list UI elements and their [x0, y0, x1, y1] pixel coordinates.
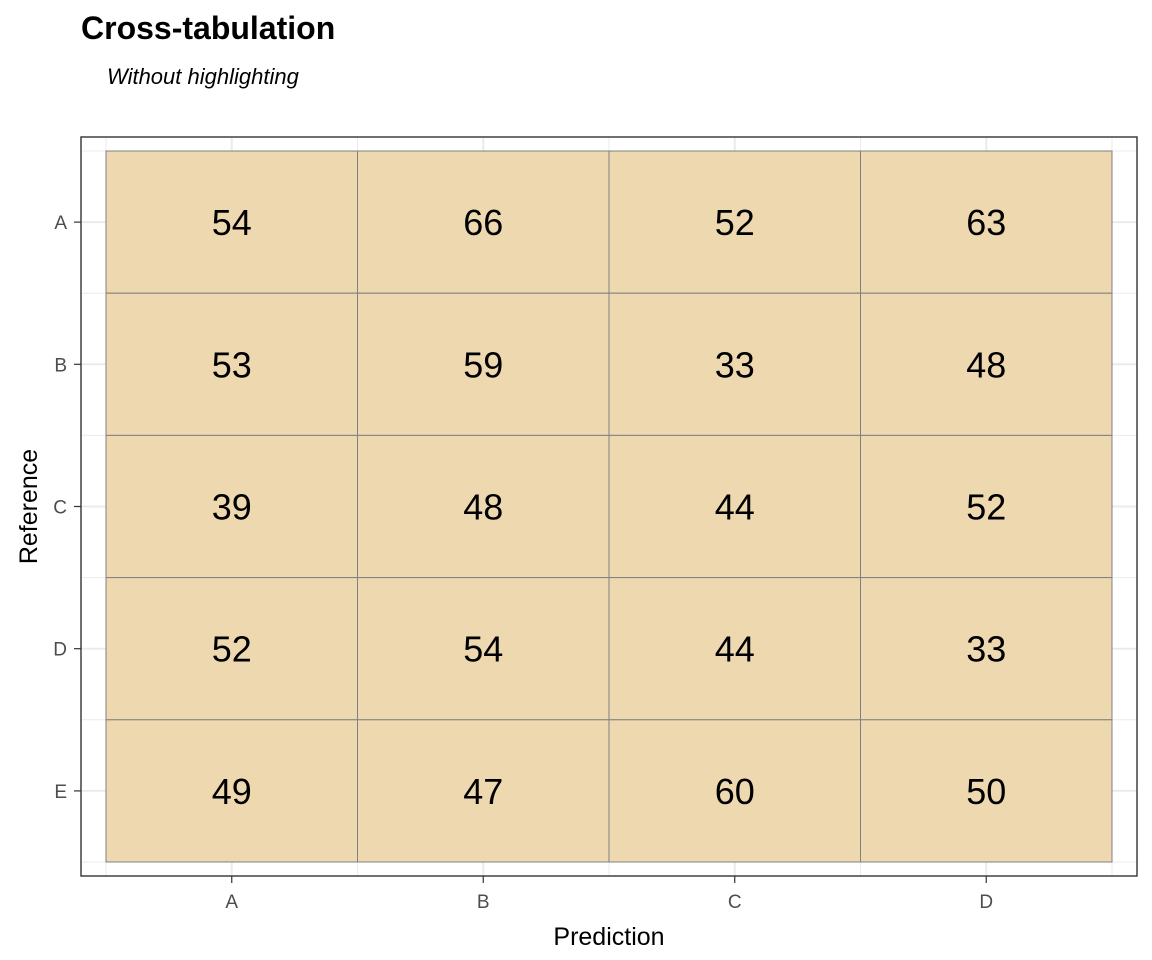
cell-label-C-A: 39	[212, 487, 252, 528]
chart-title: Cross-tabulation	[81, 10, 336, 46]
y-tick-label-A: A	[54, 213, 67, 234]
tile-C-C	[608, 434, 861, 579]
tile-C-D	[860, 434, 1113, 579]
tile-D-C	[608, 577, 861, 721]
tile-C-B	[357, 434, 610, 579]
cell-label-E-B: 47	[463, 771, 503, 812]
cell-label-B-C: 33	[715, 344, 755, 385]
x-tick-label-D: D	[979, 892, 993, 913]
x-tick-label-C: C	[728, 892, 742, 913]
tile-B-C	[608, 292, 861, 436]
tile-D-A	[105, 577, 358, 721]
cell-label-A-C: 52	[715, 202, 755, 243]
tile-D-B	[357, 577, 610, 721]
cell-label-D-B: 54	[463, 629, 503, 670]
x-tick-label-B: B	[477, 892, 490, 913]
tile-B-D	[860, 292, 1113, 436]
cell-label-D-C: 44	[715, 629, 755, 670]
tile-E-D	[860, 719, 1113, 863]
tile-D-D	[860, 577, 1113, 721]
cell-label-B-A: 53	[212, 344, 252, 385]
cell-label-B-B: 59	[463, 344, 503, 385]
cell-label-E-D: 50	[966, 771, 1006, 812]
tile-A-B	[357, 150, 610, 294]
cell-label-A-A: 54	[212, 202, 252, 243]
tiles: 54 66 52 63 53 59 33 48 39 48 44 52 52 54 44 33 49 47 60 50	[105, 150, 1113, 863]
cell-label-B-D: 48	[966, 344, 1006, 385]
tile-E-C	[608, 719, 861, 863]
tile-B-B	[357, 292, 610, 436]
cell-label-D-D: 33	[966, 629, 1006, 670]
x-tick-label-A: A	[225, 892, 238, 913]
tile-A-A	[105, 150, 358, 294]
cell-label-D-A: 52	[212, 629, 252, 670]
tile-E-A	[105, 719, 358, 863]
chart-subtitle: Without highlighting	[107, 64, 299, 89]
axis-ticks: A B C D A B C D E	[53, 213, 993, 913]
cell-label-A-B: 66	[463, 202, 503, 243]
cell-label-C-C: 44	[715, 487, 755, 528]
tile-C-A	[105, 434, 358, 579]
cell-label-E-C: 60	[715, 771, 755, 812]
cell-label-C-B: 48	[463, 487, 503, 528]
cell-label-E-A: 49	[212, 771, 252, 812]
y-axis-title: Reference	[15, 449, 43, 564]
cell-label-C-D: 52	[966, 487, 1006, 528]
y-tick-label-C: C	[53, 498, 67, 519]
x-axis-title: Prediction	[553, 923, 664, 951]
tile-A-D	[860, 150, 1113, 294]
y-tick-label-B: B	[54, 355, 67, 376]
y-tick-label-E: E	[54, 782, 67, 803]
cell-label-A-D: 63	[966, 202, 1006, 243]
y-tick-label-D: D	[53, 640, 67, 661]
